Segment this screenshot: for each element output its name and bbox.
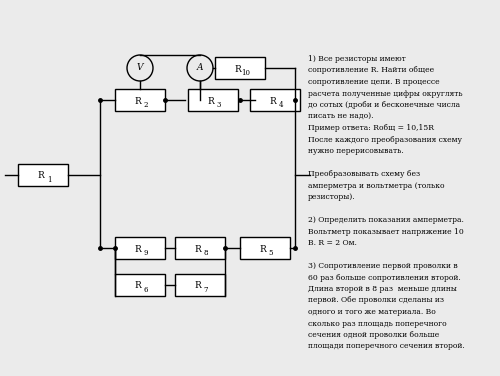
Text: Пример ответа: Rобщ = 10,15R: Пример ответа: Rобщ = 10,15R [308,124,434,132]
Text: 5: 5 [269,249,273,257]
Text: R: R [134,282,141,291]
Text: В. R = 2 Ом.: В. R = 2 Ом. [308,239,357,247]
Text: R: R [194,282,202,291]
Text: V: V [137,64,143,73]
Bar [18,164,68,186]
Text: R: R [134,97,141,106]
Bar [175,237,225,259]
Text: расчета полученные цифры округлять: расчета полученные цифры округлять [308,89,462,97]
Text: сечения одной проволки больше: сечения одной проволки больше [308,331,440,339]
Text: 2: 2 [144,101,148,109]
Text: R: R [134,244,141,253]
Text: 8: 8 [204,249,208,257]
Text: 1) Все резисторы имеют: 1) Все резисторы имеют [308,55,406,63]
Text: первой. Обе проволки сделаны из: первой. Обе проволки сделаны из [308,297,444,305]
Text: 6: 6 [144,286,148,294]
Text: Преобразовывать схему без: Преобразовывать схему без [308,170,420,178]
Text: A: A [197,64,203,73]
Text: писать не надо).: писать не надо). [308,112,374,120]
Text: 3: 3 [216,101,220,109]
Text: R: R [207,97,214,106]
Text: сопротивление R. Найти общее: сопротивление R. Найти общее [308,67,434,74]
Text: После каждого преобразования схему: После каждого преобразования схему [308,135,462,144]
Text: R: R [234,65,242,73]
Text: до сотых (дроби и бесконечные числа: до сотых (дроби и бесконечные числа [308,101,460,109]
Text: 4: 4 [279,101,283,109]
Text: R: R [38,171,44,180]
Text: R: R [260,244,266,253]
Text: 1: 1 [47,176,52,184]
Bar [240,237,290,259]
Text: R: R [270,97,276,106]
Text: Вольтметр показывает напряжение 10: Вольтметр показывает напряжение 10 [308,227,464,235]
Text: одного и того же материала. Во: одного и того же материала. Во [308,308,436,316]
Text: площади поперечного сечения второй.: площади поперечного сечения второй. [308,343,465,350]
Bar [215,57,265,79]
Text: Длина второй в 8 раз  меньше длины: Длина второй в 8 раз меньше длины [308,285,457,293]
Text: 3) Сопротивление первой проволки в: 3) Сопротивление первой проволки в [308,262,458,270]
Bar [175,274,225,296]
Text: R: R [194,244,202,253]
Text: резисторы).: резисторы). [308,193,356,201]
Text: сопротивление цепи. В процессе: сопротивление цепи. В процессе [308,78,440,86]
Bar [188,89,238,111]
Text: нужно перерисовывать.: нужно перерисовывать. [308,147,404,155]
Bar [115,237,165,259]
Text: 7: 7 [204,286,208,294]
Text: 2) Определить показания амперметра.: 2) Определить показания амперметра. [308,216,464,224]
Text: сколько раз площадь поперечного: сколько раз площадь поперечного [308,320,446,327]
Bar [115,274,165,296]
Text: 9: 9 [144,249,148,257]
Bar [250,89,300,111]
Text: 60 раз больше сопротивления второй.: 60 раз больше сопротивления второй. [308,273,461,282]
Text: 10: 10 [242,69,250,77]
Bar [115,89,165,111]
Text: амперметра и вольтметра (только: амперметра и вольтметра (только [308,182,444,190]
